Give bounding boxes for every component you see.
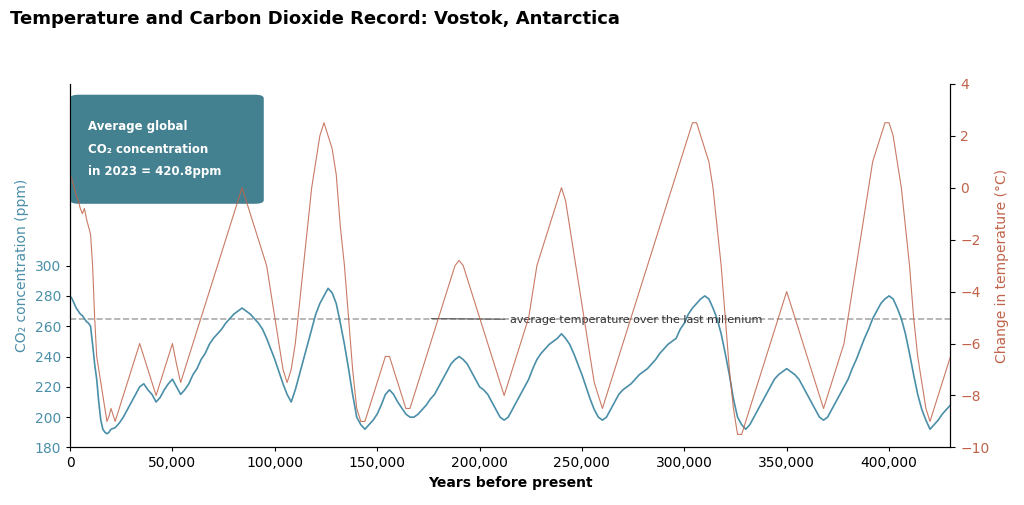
Text: in 2023 = 420.8ppm: in 2023 = 420.8ppm — [88, 165, 221, 178]
X-axis label: Years before present: Years before present — [428, 476, 593, 490]
Y-axis label: CO₂ concentration (ppm): CO₂ concentration (ppm) — [15, 179, 29, 352]
FancyBboxPatch shape — [70, 95, 264, 204]
Text: CO₂ concentration: CO₂ concentration — [88, 143, 208, 156]
Y-axis label: Change in temperature (°C): Change in temperature (°C) — [995, 169, 1009, 363]
Text: Average global: Average global — [88, 120, 187, 133]
Text: average temperature over the last millenium: average temperature over the last millen… — [431, 315, 763, 325]
Text: Temperature and Carbon Dioxide Record: Vostok, Antarctica: Temperature and Carbon Dioxide Record: V… — [10, 10, 621, 28]
